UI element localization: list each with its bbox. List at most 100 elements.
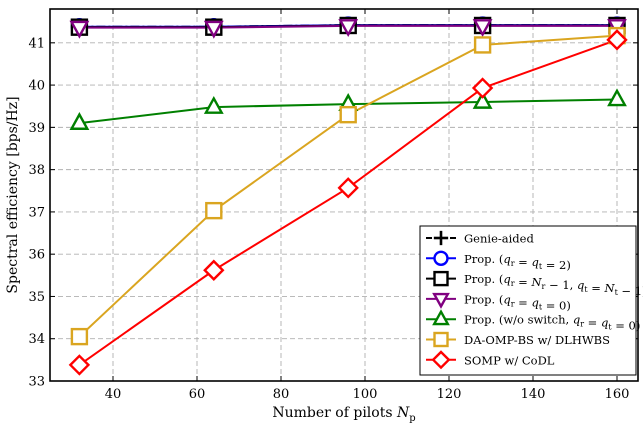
legend-label: DA-OMP-BS w/ DLHWBS: [464, 333, 610, 347]
x-axis-label-text: Number of pilots: [272, 405, 392, 421]
diamond-marker: [68, 354, 91, 376]
legend-label-part: − 1,: [545, 278, 577, 292]
square-marker: [70, 327, 89, 346]
y-tick-label: 41: [28, 36, 45, 51]
legend-label: Prop. (w/o switch, qr = qt = 0): [464, 313, 640, 333]
legend-entry: Genie-aided: [426, 230, 534, 246]
triangle-down-marker: [338, 19, 359, 38]
triangle-up-marker: [432, 309, 450, 326]
legend-label-part: − 1): [618, 284, 643, 298]
triangle-down-marker: [69, 20, 90, 39]
legend-label-part: =: [515, 275, 532, 289]
plus-marker: [433, 230, 449, 246]
legend-label: Prop. (qr = qt = 0): [464, 292, 571, 312]
legend-label-symbol: N: [604, 281, 616, 295]
series-4-markers: [69, 19, 627, 39]
y-tick-label: 34: [28, 332, 45, 347]
legend-entry: Prop. (qr = qt = 2): [426, 250, 571, 272]
x-tick-label: 40: [105, 387, 122, 402]
legend-label-symbol: q: [601, 316, 608, 330]
y-tick-label: 38: [28, 163, 45, 178]
legend-label-part: =: [515, 295, 532, 309]
x-tick-label: 100: [353, 387, 378, 402]
square-marker: [433, 331, 449, 348]
legend-label-symbol: q: [503, 252, 510, 266]
legend-label-subscript: t: [615, 288, 619, 297]
y-tick-label: 36: [28, 248, 45, 263]
y-tick-label: 37: [28, 205, 45, 220]
legend-label: Prop. (qr = Nr − 1, qt = Nt − 1): [464, 272, 643, 298]
legend-label: Prop. (qr = qt = 2): [464, 252, 571, 272]
legend-entry: DA-OMP-BS w/ DLHWBS: [426, 331, 610, 348]
legend-label-part: Prop. (w/o switch,: [464, 313, 573, 327]
legend-entry: Prop. (qr = qt = 0): [426, 292, 571, 312]
circle-marker: [433, 250, 449, 266]
legend-label: Genie-aided: [464, 232, 534, 246]
legend-label-symbol: q: [503, 272, 510, 286]
legend-label-subscript: t: [539, 262, 543, 271]
legend-entry: Prop. (qr = Nr − 1, qt = Nt − 1): [426, 270, 643, 298]
legend-label: SOMP w/ CoDL: [464, 353, 555, 367]
legend-entry: SOMP w/ CoDL: [426, 350, 555, 370]
legend-label-subscript: t: [539, 302, 543, 311]
x-tick-label: 140: [521, 387, 546, 402]
x-tick-label: 120: [437, 387, 462, 402]
legend-entry: Prop. (w/o switch, qr = qt = 0): [426, 309, 640, 333]
legend-label-subscript: t: [584, 285, 588, 294]
triangle-up-marker: [69, 112, 90, 130]
triangle-up-marker: [607, 88, 627, 107]
y-axis-label: Spectral efficiency [bps/Hz]: [5, 96, 21, 293]
x-axis-label-subscript: p: [409, 413, 415, 424]
legend-label-subscript: r: [511, 299, 515, 308]
legend-label-subscript: r: [511, 279, 515, 288]
legend-label-symbol: q: [577, 278, 584, 292]
x-axis-label: Number of pilots Np: [272, 405, 415, 424]
y-tick-label: 33: [28, 375, 45, 390]
legend-label-part: Prop. (: [464, 292, 503, 306]
diamond-marker: [431, 350, 451, 370]
legend-label-part: =: [515, 255, 532, 269]
square-marker: [433, 270, 449, 287]
legend-label-part: = 0): [542, 298, 571, 312]
diamond-marker: [337, 177, 359, 199]
legend-label-subscript: r: [511, 259, 515, 268]
legend-label-subscript: r: [542, 282, 546, 291]
legend-label-symbol: q: [531, 295, 538, 309]
triangle-down-marker: [203, 20, 224, 39]
y-tick-label: 39: [28, 121, 45, 136]
series-layer: [68, 16, 628, 376]
legend-label-symbol: q: [503, 292, 510, 306]
legend-label-subscript: r: [580, 320, 584, 329]
triangle-down-marker: [472, 19, 493, 38]
legend-label-symbol: q: [573, 313, 580, 327]
x-tick-label: 60: [189, 387, 206, 402]
legend-label-symbol: q: [531, 255, 538, 269]
x-axis-label-symbol: N: [396, 405, 410, 421]
triangle-up-marker: [203, 95, 224, 114]
tick-layer: 40 60 80 100 120 140 160 33 34 35 36 37 38 39 40 41: [28, 9, 638, 402]
x-tick-label: 160: [605, 387, 630, 402]
legend-label-part: Prop. (: [464, 252, 503, 266]
legend-label-part: Prop. (: [464, 272, 503, 286]
y-tick-label: 40: [28, 79, 45, 94]
square-marker: [205, 201, 223, 220]
square-marker: [339, 105, 357, 124]
legend-label-symbol: N: [530, 275, 542, 289]
diamond-marker: [203, 259, 225, 281]
y-tick-label: 35: [28, 290, 45, 305]
series-7-markers: [68, 29, 628, 376]
legend-label-subscript: t: [608, 323, 612, 332]
plot-frame: [49, 8, 639, 382]
legend-label-part: =: [588, 281, 605, 295]
diamond-marker: [471, 77, 494, 99]
x-tick-label: 80: [273, 387, 290, 402]
legend-label-part: =: [584, 316, 601, 330]
diamond-marker: [606, 29, 628, 51]
triangle-up-marker: [472, 90, 493, 109]
legend-label-part: = 0): [612, 319, 641, 333]
triangle-down-marker: [432, 292, 450, 309]
legend-box: [419, 225, 637, 376]
